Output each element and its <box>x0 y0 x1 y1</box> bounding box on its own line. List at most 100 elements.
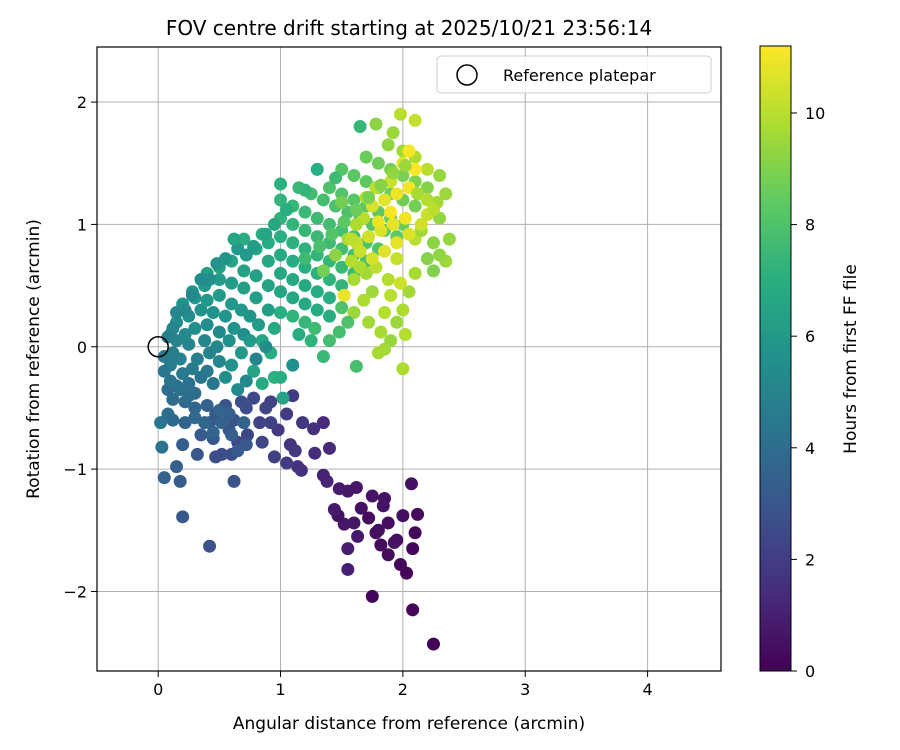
scatter-point <box>298 297 312 311</box>
scatter-point <box>408 113 422 127</box>
scatter-point <box>298 242 312 256</box>
scatter-point <box>365 285 379 299</box>
scatter-point <box>386 217 400 231</box>
scatter-point <box>188 401 202 415</box>
scatter-point <box>371 215 385 229</box>
scatter-point <box>227 474 241 488</box>
scatter-point <box>200 398 214 412</box>
scatter-point <box>439 187 453 201</box>
axis-ticks: 0 1 2 3 4 −2 −1 0 1 2 <box>63 93 652 699</box>
scatter-point <box>170 460 184 474</box>
scatter-point <box>398 159 412 173</box>
scatter-point <box>420 162 434 176</box>
scatter-point <box>433 168 447 182</box>
scatter-points <box>154 107 456 651</box>
scatter-point <box>322 334 336 348</box>
scatter-point <box>176 510 190 524</box>
scatter-point <box>408 162 422 176</box>
scatter-point <box>155 440 169 454</box>
scatter-point <box>286 291 300 305</box>
scatter-point <box>374 325 388 339</box>
scatter-point <box>291 460 305 474</box>
scatter-point <box>163 374 177 388</box>
scatter-point <box>247 364 261 378</box>
colorbar-tick-label: 0 <box>805 662 815 681</box>
scatter-point <box>298 224 312 238</box>
scatter-point <box>420 181 434 195</box>
scatter-point <box>341 562 355 576</box>
scatter-point <box>173 474 187 488</box>
scatter-point <box>249 269 263 283</box>
scatter-point <box>308 446 322 460</box>
colorbar-label: Hours from first FF file <box>841 264 861 454</box>
scatter-point <box>274 230 288 244</box>
scatter-point <box>310 211 324 225</box>
scatter-point <box>390 236 404 250</box>
colorbar-tick-label: 10 <box>805 104 825 123</box>
scatter-point <box>166 392 180 406</box>
scatter-point <box>408 526 422 540</box>
scatter-point <box>349 217 363 231</box>
scatter-point <box>335 301 349 315</box>
scatter-point <box>198 416 212 430</box>
scatter-point <box>353 120 367 134</box>
scatter-point <box>237 416 251 430</box>
x-axis-label: Angular distance from reference (arcmin) <box>233 714 585 734</box>
scatter-point <box>222 407 236 421</box>
legend-box <box>436 55 712 94</box>
scatter-point <box>316 416 330 430</box>
scatter-point <box>408 266 422 280</box>
scatter-point <box>378 193 392 207</box>
scatter-point <box>286 254 300 268</box>
colorbar: 0 2 4 6 8 10 Hours from first FF file <box>759 45 861 681</box>
scatter-point <box>349 480 363 494</box>
scatter-point <box>329 171 343 185</box>
scatter-point <box>247 239 261 253</box>
scatter-point <box>322 217 336 231</box>
scatter-point <box>426 637 440 651</box>
scatter-point <box>218 309 232 323</box>
scatter-point <box>349 359 363 373</box>
scatter-point <box>200 293 214 307</box>
scatter-point <box>188 411 202 425</box>
scatter-point <box>374 538 388 552</box>
scatter-point <box>351 529 365 543</box>
scatter-point <box>215 416 229 430</box>
scatter-point <box>322 291 336 305</box>
scatter-point <box>386 126 400 140</box>
scatter-point <box>206 306 220 320</box>
scatter-point <box>255 435 269 449</box>
scatter-point <box>354 501 368 515</box>
scatter-point <box>210 340 224 354</box>
scatter-point <box>292 328 306 342</box>
scatter-point <box>200 318 214 332</box>
y-tick-label: −1 <box>63 460 87 479</box>
y-axis-label: Rotation from reference (arcmin) <box>24 219 44 499</box>
scatter-point <box>231 242 245 256</box>
scatter-point <box>357 293 371 307</box>
scatter-point <box>347 306 361 320</box>
scatter-point <box>396 303 410 317</box>
scatter-point <box>259 401 273 415</box>
scatter-point <box>261 279 275 293</box>
scatter-point <box>259 227 273 241</box>
plot-frame <box>96 46 722 672</box>
scatter-point <box>335 279 349 293</box>
scatter-point <box>157 471 171 485</box>
scatter-point <box>378 306 392 320</box>
scatter-point <box>185 362 199 376</box>
scatter-point <box>234 395 248 409</box>
scatter-point <box>365 589 379 603</box>
scatter-point <box>349 203 363 217</box>
scatter-point <box>406 603 420 617</box>
scatter-point <box>274 177 288 191</box>
scatter-point <box>337 288 351 302</box>
scatter-point <box>212 288 226 302</box>
colorbar-tick-label: 8 <box>805 216 815 235</box>
colorbar-ticks: 0 2 4 6 8 10 <box>791 104 825 681</box>
x-tick-label: 1 <box>275 680 285 699</box>
scatter-point <box>341 315 355 329</box>
scatter-point <box>404 477 418 491</box>
scatter-point <box>322 181 336 195</box>
scatter-point <box>365 489 379 503</box>
